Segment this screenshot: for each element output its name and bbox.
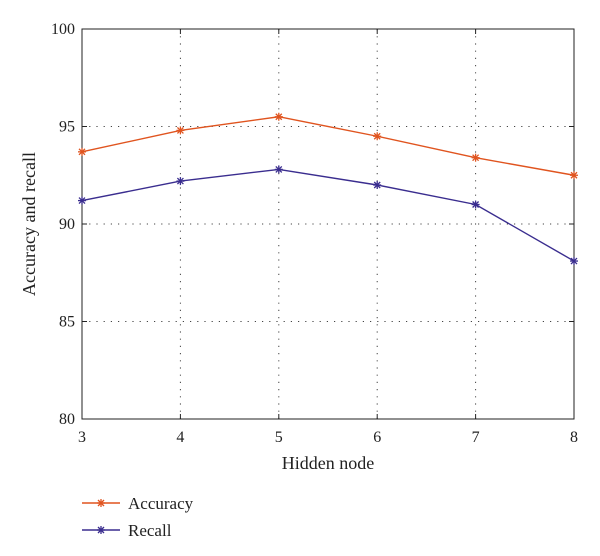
x-tick-label: 6 <box>373 429 381 446</box>
legend-item-accuracy: Accuracy <box>82 494 194 513</box>
x-axis-title: Hidden node <box>282 453 374 473</box>
y-tick-label: 85 <box>59 314 75 331</box>
x-tick-label: 5 <box>275 429 283 446</box>
recall-point <box>373 181 382 189</box>
recall-point <box>176 177 185 186</box>
legend-marker-accuracy <box>97 499 105 507</box>
x-axis-ticks: 3 4 5 6 7 8 <box>78 29 578 446</box>
x-tick-label: 3 <box>78 429 86 446</box>
accuracy-point <box>373 132 382 141</box>
x-tick-label: 4 <box>176 429 184 446</box>
y-tick-label: 95 <box>59 119 75 136</box>
legend-label-recall: Recall <box>128 521 172 540</box>
accuracy-point <box>274 112 283 121</box>
legend-item-recall: Recall <box>82 521 172 540</box>
legend-label-accuracy: Accuracy <box>128 494 194 513</box>
accuracy-point <box>78 147 86 156</box>
recall-point <box>471 200 480 209</box>
recall-point <box>78 196 86 205</box>
y-tick-label: 90 <box>59 216 75 233</box>
grid-lines <box>82 29 574 419</box>
series-layer <box>78 112 578 266</box>
legend-marker-recall <box>97 526 105 534</box>
recall-line <box>81 168 575 262</box>
y-axis-title: Accuracy and recall <box>19 152 39 296</box>
recall-point <box>570 257 578 266</box>
y-tick-label: 80 <box>59 411 75 428</box>
legend: Accuracy Recall <box>82 494 194 540</box>
accuracy-line <box>81 116 575 176</box>
x-tick-label: 7 <box>472 429 480 446</box>
x-tick-label: 8 <box>570 429 578 446</box>
accuracy-point <box>176 126 185 135</box>
y-tick-label: 100 <box>51 21 75 38</box>
accuracy-point <box>570 171 578 180</box>
accuracy-point <box>471 153 480 162</box>
recall-point <box>274 165 283 174</box>
y-axis-ticks: 80 85 90 95 100 <box>51 21 574 428</box>
